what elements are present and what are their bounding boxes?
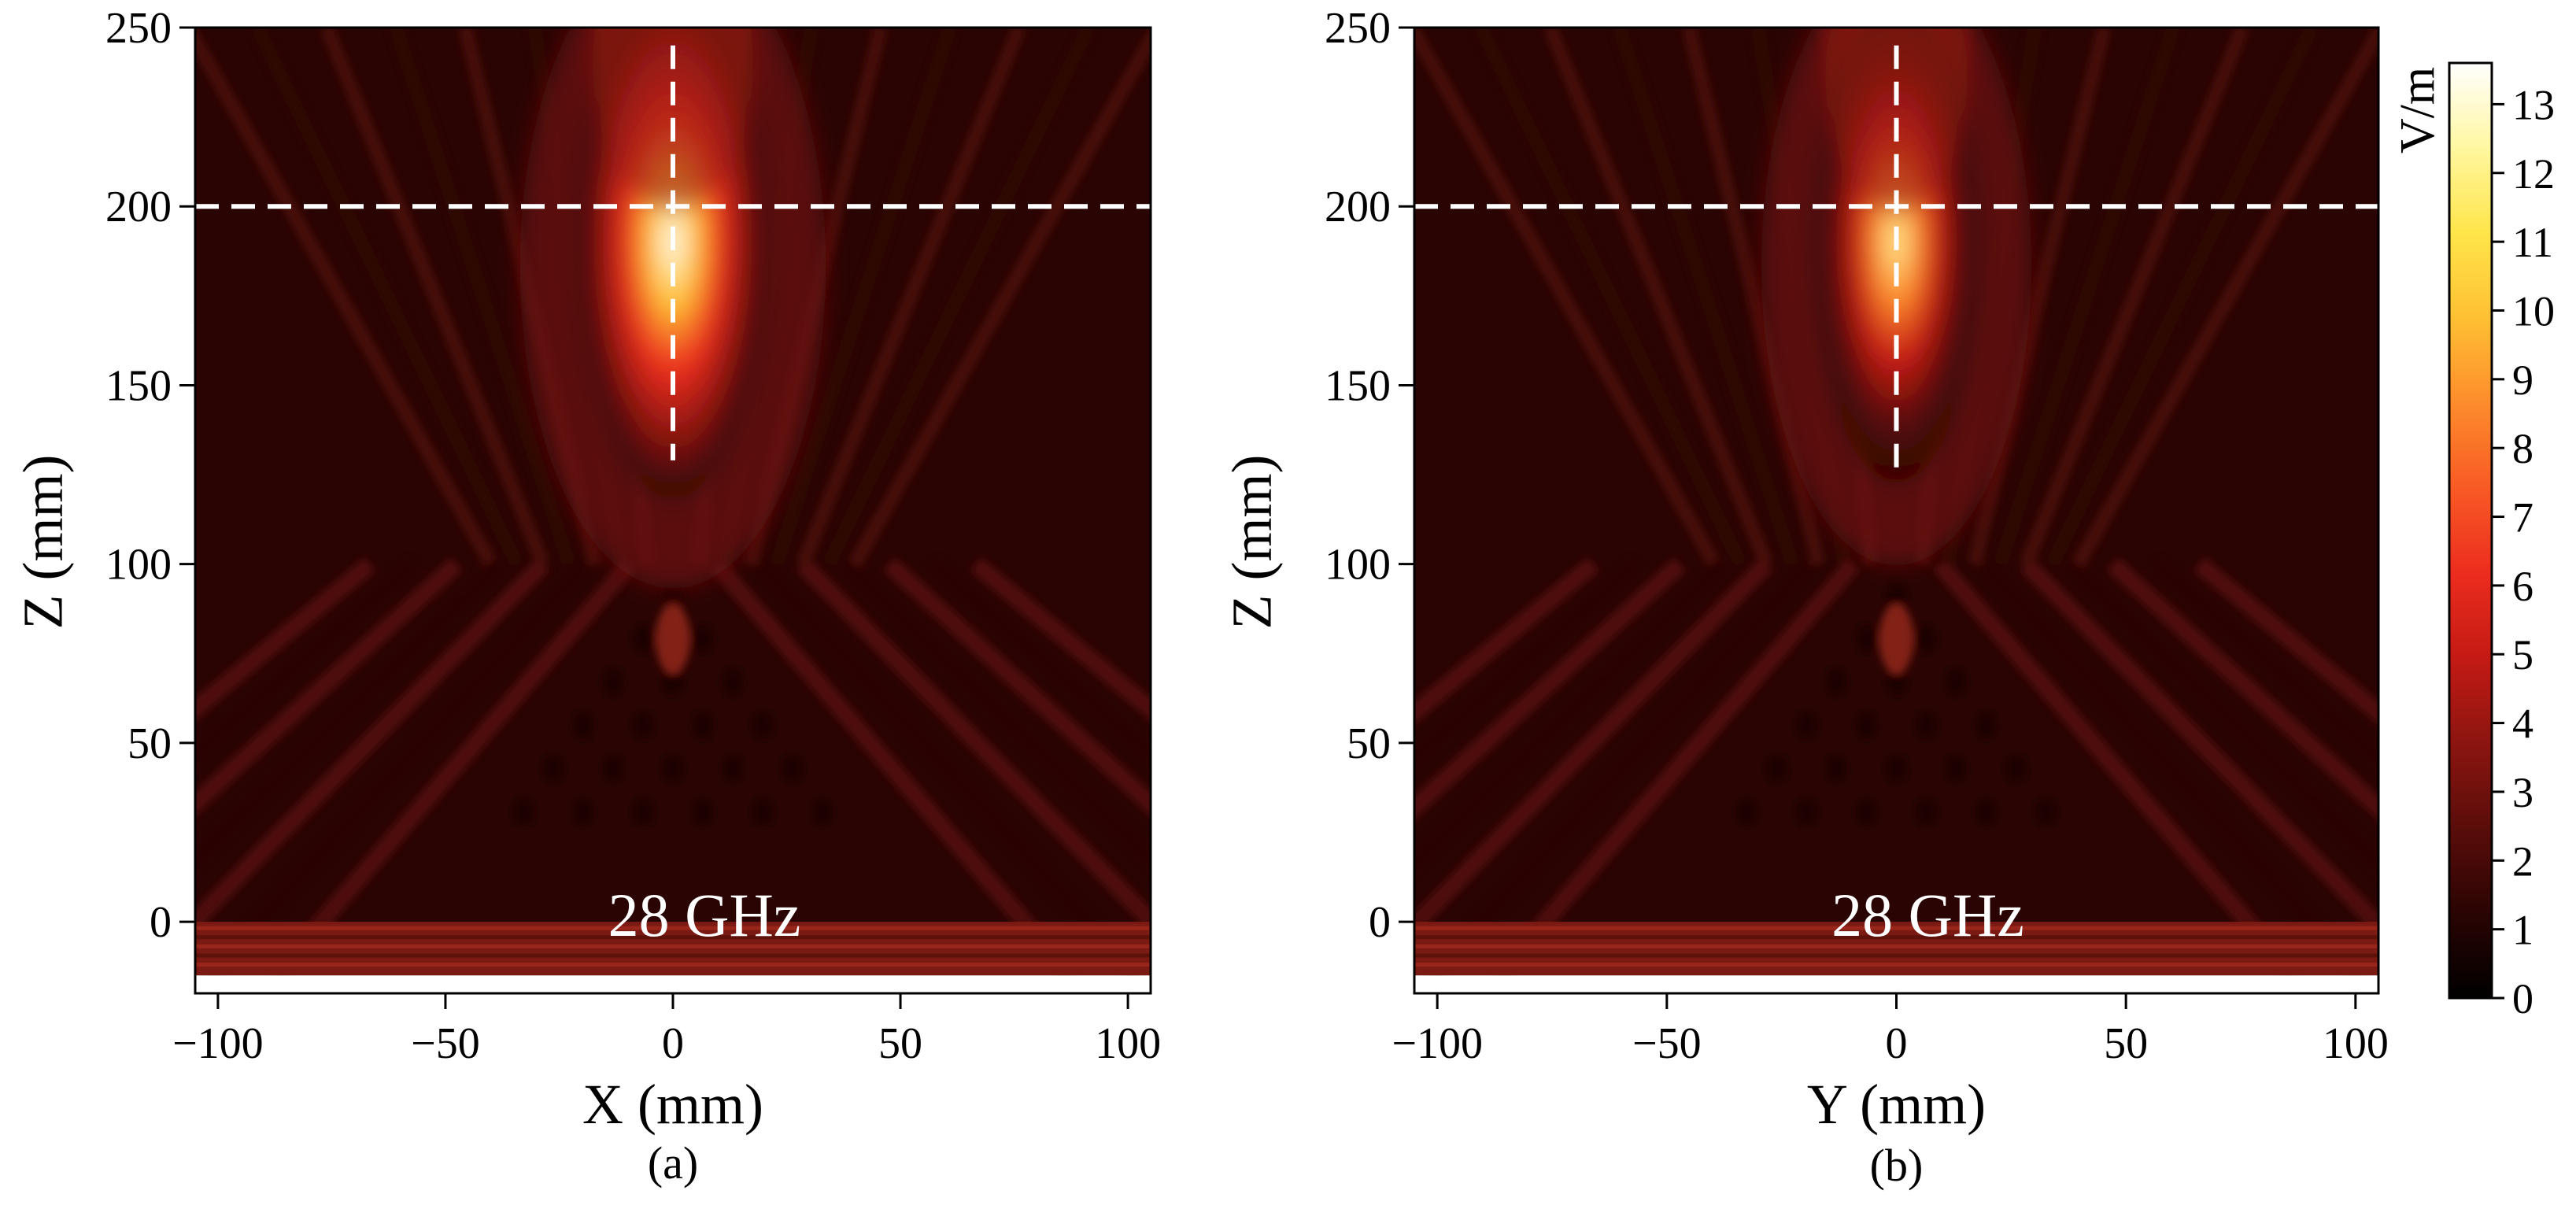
- x-tick-label: −100: [172, 1019, 264, 1068]
- colorbar-tick-label: 11: [2512, 219, 2553, 266]
- colorbar-tick-label: 13: [2512, 81, 2555, 128]
- x-tick-label: 0: [1886, 1019, 1908, 1068]
- frequency-annotation-a: 28 GHz: [608, 881, 801, 949]
- heatmap-panel-b: [1414, 28, 2378, 976]
- colorbar-tick-label: 0: [2512, 975, 2533, 1022]
- central-lattice: [1735, 581, 2057, 826]
- guide-lines-panel-b: [1414, 45, 2378, 479]
- y-axis-label-a: Z (mm): [12, 455, 75, 630]
- y-tick-label: 100: [105, 541, 172, 590]
- x-tick-label: 100: [2323, 1019, 2389, 1068]
- y-tick-label: 50: [128, 719, 172, 768]
- frequency-annotation-b: 28 GHz: [1831, 881, 2024, 949]
- x-tick-label: 50: [2104, 1019, 2148, 1068]
- colorbar-gradient: [2448, 61, 2493, 1000]
- x-tick-label: −50: [411, 1019, 480, 1068]
- y-axis-label-b: Z (mm): [1221, 455, 1284, 630]
- colorbar-tick-label: 5: [2512, 631, 2533, 678]
- y-tick-label: 200: [105, 183, 172, 231]
- guide-lines-panel-a: [195, 45, 1151, 460]
- x-tick-label: −100: [1391, 1019, 1483, 1068]
- substrate-band: [1414, 922, 2378, 976]
- y-tick-label: 250: [1325, 4, 1391, 53]
- colorbar-tick-label: 9: [2512, 357, 2533, 404]
- colorbar-tick-label: 10: [2512, 287, 2555, 335]
- panel-label-a: (a): [648, 1137, 698, 1189]
- colorbar-tick-label: 6: [2512, 563, 2533, 610]
- colorbar-tick-label: 8: [2512, 425, 2533, 472]
- x-tick-label: −50: [1632, 1019, 1702, 1068]
- panel-a: 28 GHz −100 −50 0 50 100 0 50 100 150 200 250 X (m…: [12, 4, 1162, 1189]
- x-tick-label: 0: [662, 1019, 684, 1068]
- substrate-band: [195, 922, 1151, 976]
- x-axis-label-a: X (mm): [582, 1073, 763, 1136]
- panel-label-b: (b): [1870, 1140, 1924, 1191]
- y-tick-label: 150: [105, 361, 172, 410]
- central-lattice: [512, 581, 833, 826]
- x-tick-label: 50: [878, 1019, 922, 1068]
- heatmap-panel-a: [195, 28, 1151, 976]
- y-tick-label: 250: [105, 4, 172, 53]
- colorbar-tick-label: 12: [2512, 150, 2555, 198]
- x-tick-label: 100: [1095, 1019, 1161, 1068]
- x-axis-label-b: Y (mm): [1807, 1073, 1986, 1136]
- y-tick-label: 50: [1347, 719, 1391, 768]
- colorbar-tick-label: 2: [2512, 837, 2533, 885]
- y-tick-label: 200: [1325, 183, 1391, 231]
- y-tick-label: 150: [1325, 361, 1391, 410]
- y-tick-label: 100: [1325, 541, 1391, 590]
- axes-panel-b: −100 −50 0 50 100 0 50 100 150 200 250: [1325, 4, 2389, 1068]
- colorbar-tick-label: 3: [2512, 769, 2533, 816]
- y-tick-label: 0: [150, 898, 172, 947]
- colorbar-tick-label: 7: [2512, 494, 2533, 542]
- axes-panel-a: −100 −50 0 50 100 0 50 100 150 200 250: [105, 4, 1161, 1068]
- panel-b: 28 GHz −100 −50 0 50 100 0 50 100 150 200 250 Y (m…: [1221, 4, 2389, 1191]
- colorbar-unit-label: V/m: [2391, 67, 2445, 153]
- y-tick-label: 0: [1369, 898, 1391, 947]
- colorbar-tick-label: 1: [2512, 907, 2533, 954]
- colorbar-tick-label: 4: [2512, 701, 2533, 748]
